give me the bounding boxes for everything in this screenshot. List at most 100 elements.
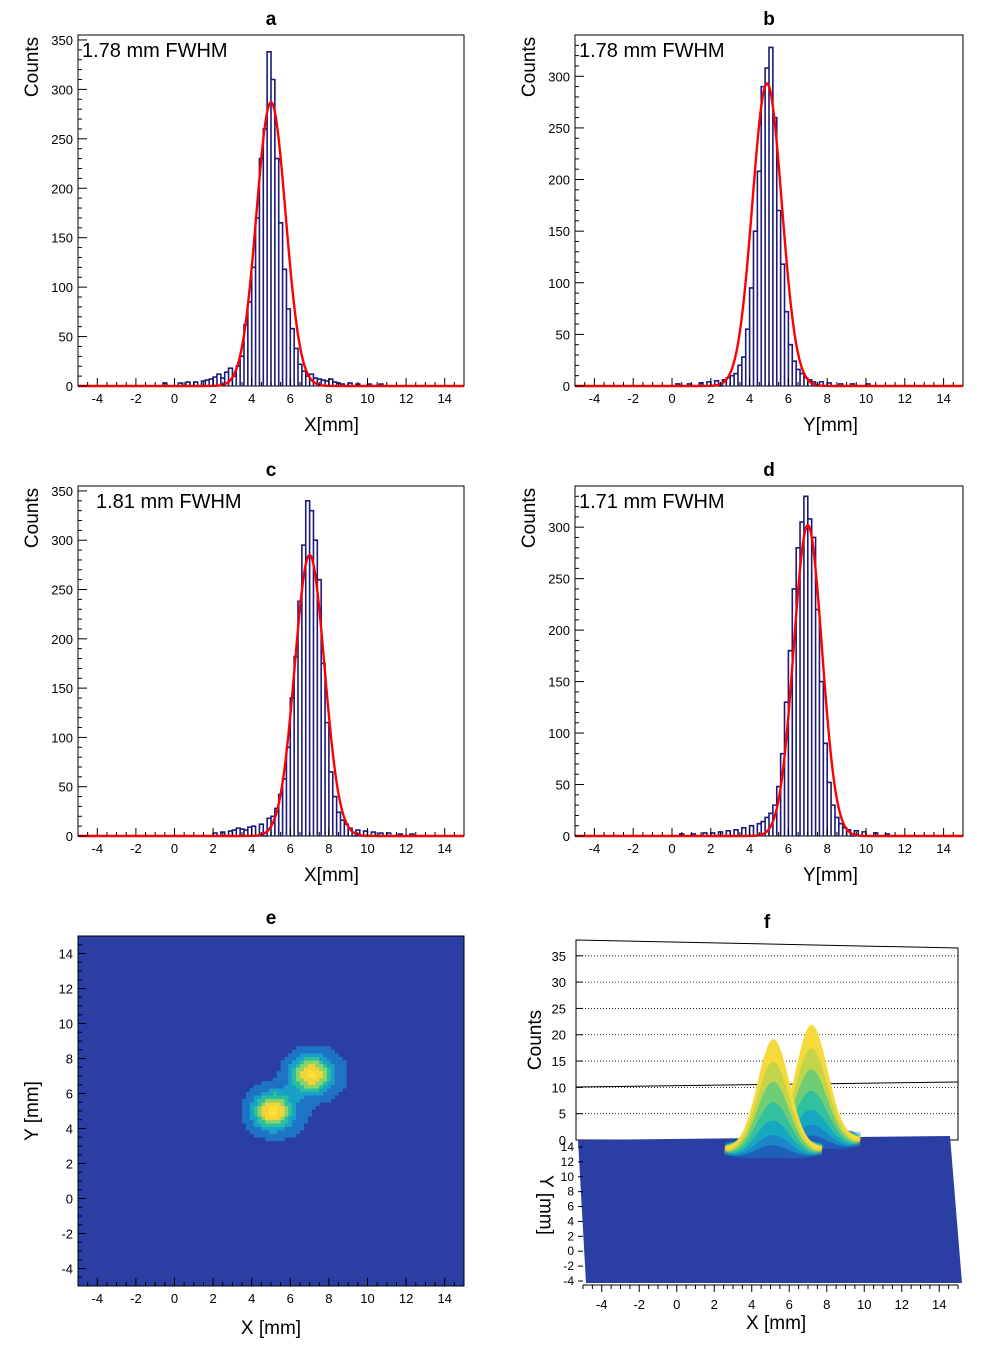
y-tick-label: 100 xyxy=(51,280,73,295)
y-tick-label: 100 xyxy=(548,726,570,741)
y-tick-label: 350 xyxy=(51,33,73,48)
fwhm-annotation: 1.81 mm FWHM xyxy=(96,491,242,513)
y-tick-label: 200 xyxy=(51,632,73,647)
y-tick-label: 250 xyxy=(51,132,73,147)
x-tick-label: 6 xyxy=(287,391,294,406)
heatmap-cell xyxy=(303,1112,312,1117)
x-tick-label: -4 xyxy=(92,1291,104,1306)
z-axis-label: Counts xyxy=(525,1010,546,1070)
y-tick-label: 100 xyxy=(548,276,570,291)
back-wall xyxy=(575,939,959,1141)
y-tick-label: 50 xyxy=(59,780,73,795)
z-tick-label: 30 xyxy=(552,975,566,990)
z-tick-label: 20 xyxy=(552,1028,566,1043)
chart-panel-d: -4 -2 0 2 4 6 8 10 12 14 0 50 100 150 200 250 300 d Y[mm] C… xyxy=(519,460,964,886)
heatmap-cell xyxy=(338,1067,347,1072)
heatmap-cell xyxy=(338,1081,347,1086)
x-tick-label: -2 xyxy=(130,1291,142,1306)
y-tick-label: 10 xyxy=(59,1017,73,1032)
y-tick-label: 0 xyxy=(66,829,73,844)
y-axis-label: Counts xyxy=(22,488,43,548)
chart-title: f xyxy=(764,912,771,933)
x-tick-label: -4 xyxy=(596,1297,608,1312)
x-tick-label: 6 xyxy=(287,841,294,856)
x-axis-label: X [mm] xyxy=(746,1313,806,1334)
x-tick-label: -2 xyxy=(130,841,142,856)
z-tick-label: 25 xyxy=(552,1001,566,1016)
y-tick-label: 300 xyxy=(51,533,73,548)
heatmap-cell xyxy=(338,1063,347,1068)
x-tick-label: 0 xyxy=(171,841,178,856)
y-axis-label: Counts xyxy=(22,37,43,97)
x-tick-label: 4 xyxy=(248,391,255,406)
x-tick-label: 8 xyxy=(325,841,332,856)
x-tick-label: 6 xyxy=(786,1297,793,1312)
y-tick-label: 150 xyxy=(548,224,570,239)
gaussian-fit-curve xyxy=(575,82,963,388)
x-axis-label: Y[mm] xyxy=(803,865,858,886)
x-tick-label: 4 xyxy=(746,391,753,406)
gaussian-fit-curve xyxy=(575,523,963,838)
chart-title: e xyxy=(266,908,277,929)
gaussian-fit-curve xyxy=(78,100,464,388)
y-tick-label: 100 xyxy=(51,730,73,745)
y-tick-label: 250 xyxy=(548,572,570,587)
x-tick-label: -4 xyxy=(589,841,601,856)
x-axis-label: X [mm] xyxy=(241,1318,301,1339)
y-tick-label: 6 xyxy=(567,1200,574,1214)
heatmap-cell xyxy=(323,1046,332,1051)
x-tick-label: 0 xyxy=(668,391,675,406)
y-tick-label: -2 xyxy=(61,1227,73,1242)
fwhm-annotation: 1.78 mm FWHM xyxy=(579,40,725,62)
y-tick-label: 50 xyxy=(59,330,73,345)
x-tick-label: -2 xyxy=(627,841,639,856)
y-tick-label: 150 xyxy=(51,231,73,246)
surface-peak-2 xyxy=(724,1152,822,1159)
x-tick-label: 0 xyxy=(171,1291,178,1306)
heatmap-cell xyxy=(323,1098,332,1103)
y-axis-label: Counts xyxy=(519,37,540,97)
heatmap-cell xyxy=(276,1137,285,1142)
chart-panel-a: -4 -2 0 2 4 6 8 10 12 14 0 50 100 150 200 250 300 350 a X[m… xyxy=(22,9,465,436)
fwhm-annotation: 1.71 mm FWHM xyxy=(579,491,725,513)
x-tick-label: 4 xyxy=(748,1297,755,1312)
x-tick-label: 14 xyxy=(437,841,451,856)
x-tick-label: 0 xyxy=(673,1297,680,1312)
x-tick-label: 10 xyxy=(857,1297,871,1312)
y-tick-label: 10 xyxy=(561,1170,575,1184)
x-tick-label: 2 xyxy=(711,1297,718,1312)
y-tick-label: 12 xyxy=(59,982,73,997)
x-tick-label: 12 xyxy=(898,841,912,856)
chart-title: d xyxy=(763,460,775,481)
y-tick-label: 250 xyxy=(548,121,570,136)
surface-peak-2 xyxy=(724,1145,822,1157)
heatmap-cell xyxy=(338,1074,347,1079)
x-tick-label: -2 xyxy=(130,391,142,406)
y-tick-label: -4 xyxy=(61,1262,73,1277)
x-tick-label: 8 xyxy=(325,391,332,406)
chart-title: b xyxy=(763,9,775,30)
heatmap-cell xyxy=(299,1119,308,1124)
y-tick-label: 0 xyxy=(563,829,570,844)
x-tick-label: 8 xyxy=(325,1291,332,1306)
x-tick-label: 8 xyxy=(824,391,831,406)
y-tick-label: 50 xyxy=(556,778,570,793)
z-tick-label: 5 xyxy=(559,1107,566,1122)
y-tick-label: 14 xyxy=(561,1140,575,1154)
x-tick-label: 14 xyxy=(437,391,451,406)
y-tick-label: 2 xyxy=(567,1229,574,1243)
y-tick-label: 300 xyxy=(548,69,570,84)
z-tick-label: 0 xyxy=(559,1133,566,1148)
z-tick-label: 10 xyxy=(552,1080,566,1095)
plot-frame xyxy=(574,485,964,837)
y-tick-label: 300 xyxy=(548,520,570,535)
x-tick-label: 2 xyxy=(707,841,714,856)
heatmap-cell xyxy=(338,1060,347,1065)
x-tick-label: -2 xyxy=(627,391,639,406)
x-tick-label: 8 xyxy=(823,1297,830,1312)
histogram-series xyxy=(78,51,464,387)
x-tick-label: 12 xyxy=(399,391,413,406)
x-tick-label: 6 xyxy=(287,1291,294,1306)
heatmap-cell xyxy=(326,1049,335,1054)
